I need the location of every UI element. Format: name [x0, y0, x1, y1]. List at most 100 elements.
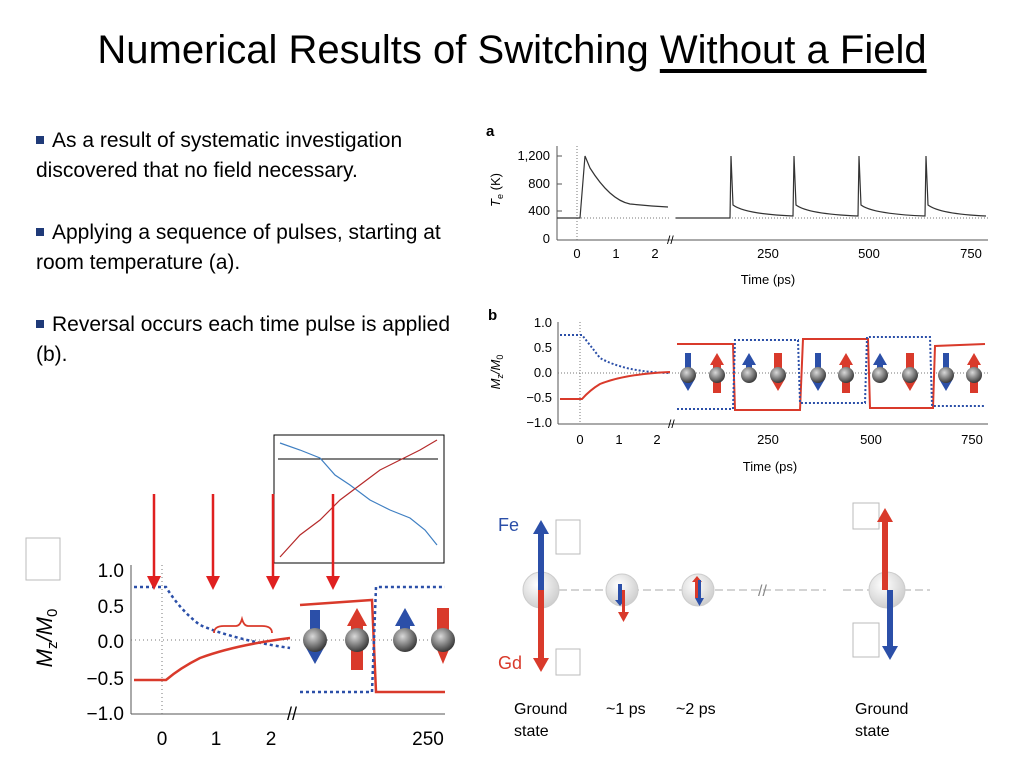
title-main: Numerical Results of Switching [97, 28, 660, 72]
placeholder-box [852, 622, 880, 658]
inset-fe-trace [279, 442, 438, 546]
placeholder-box [555, 519, 581, 555]
zoom-xtick: 1 [211, 729, 222, 750]
panel-b-xtick: 750 [961, 432, 983, 447]
bullet-square-icon [36, 320, 44, 328]
panel-a-label: a [486, 123, 495, 140]
pulse-arrow-icon [266, 494, 280, 590]
ylabel-main: M [32, 648, 57, 667]
bullet-item: Applying a sequence of pulses, starting … [36, 218, 456, 278]
inset-plot [273, 434, 445, 564]
panel-b-spin-icons [680, 353, 982, 393]
zoom-plot: Mz/M0 1.0 0.5 0.0 −0.5 −1.0 0 1 2 250 // [25, 494, 455, 750]
panel-a-ylabel: Te (K) [488, 173, 505, 207]
spin-up-icon [966, 353, 982, 393]
panel-a-xtick: 0 [573, 246, 580, 261]
zoom-xtick: 2 [266, 729, 277, 750]
spin-down-icon [810, 353, 826, 391]
schematic: Fe Gd // [498, 502, 930, 676]
zoom-ytick: 0.0 [98, 632, 124, 653]
gd-label: Gd [498, 653, 522, 673]
panel-a-xtick: 2 [651, 246, 658, 261]
spin-up-icon [393, 608, 417, 652]
bullet-list: As a result of systematic investigation … [36, 126, 456, 402]
stage-label: ~1 ps [606, 701, 646, 718]
pulse-arrow-icon [206, 494, 220, 590]
zoom-ytick: −0.5 [86, 669, 124, 690]
panel-a-xtick: 750 [960, 246, 982, 261]
bullet-item: As a result of systematic investigation … [36, 126, 456, 186]
bullet-square-icon [36, 228, 44, 236]
bullet-text: As a result of systematic investigation … [36, 129, 403, 182]
ylabel-sub2: 0 [44, 609, 61, 617]
panel-b-xtick: 2 [653, 432, 660, 447]
zoom-ytick: 0.5 [98, 597, 124, 618]
panel-b-xtick: 0 [576, 432, 583, 447]
ground-state-spin-icon [522, 520, 560, 672]
panel-b-ytick: 0.0 [534, 365, 552, 380]
ylabel-main: M [488, 378, 503, 389]
zoom-gd-trace [134, 636, 291, 682]
placeholder-box [25, 537, 61, 581]
zoom-ytick: 1.0 [98, 561, 124, 582]
ylabel-main: T [488, 198, 503, 207]
spin-down-icon [431, 608, 455, 664]
panel-b-xtick: 500 [860, 432, 882, 447]
ylabel-sub: e [495, 194, 505, 199]
panel-b-xtick: 1 [615, 432, 622, 447]
panel-b: b Mz/M0 1.0 0.5 0.0 −0.5 −1.0 [488, 307, 988, 474]
zoom-ylabel: Mz/M0 [32, 609, 61, 668]
slide-title: Numerical Results of Switching Without a… [0, 28, 1024, 73]
panel-b-fe-trace [560, 334, 671, 374]
spin-down-icon [938, 353, 954, 391]
spin-down-icon [680, 353, 696, 391]
panel-b-ytick: 1.0 [534, 315, 552, 330]
panel-b-xlabel: Time (ps) [743, 459, 797, 474]
zoom-fe-switching-trace [300, 585, 445, 694]
ylabel-sub: z [44, 641, 61, 649]
panel-b-label: b [488, 307, 497, 324]
pulse-arrows [147, 494, 340, 590]
spin-down-icon [303, 610, 327, 664]
stage-label: Ground state [514, 701, 568, 740]
bullet-item: Reversal occurs each time pulse is appli… [36, 310, 456, 370]
spin-up-icon [872, 353, 888, 383]
zoom-ytick: −1.0 [86, 704, 124, 725]
placeholder-box [555, 648, 581, 676]
placeholder-box [852, 502, 880, 530]
panel-a-ytick: 800 [528, 176, 550, 191]
panel-b-ylabel: Mz/M0 [488, 355, 505, 390]
axis-break-icon: // [667, 233, 674, 247]
panel-b-gd-trace [560, 371, 671, 400]
spin-up-icon [838, 353, 854, 393]
fe-label: Fe [498, 515, 519, 535]
panel-a-xtick: 1 [612, 246, 619, 261]
ylabel-sub: z [495, 374, 505, 379]
stage-label: ~2 ps [676, 701, 716, 718]
spin-up-icon [709, 353, 725, 393]
panel-b-xtick: 250 [757, 432, 779, 447]
panel-a-xtick: 500 [858, 246, 880, 261]
panel-a-ytick: 0 [543, 231, 550, 246]
panel-a-xlabel: Time (ps) [741, 272, 795, 287]
panel-b-ytick: −0.5 [526, 390, 552, 405]
axis-break-icon: // [668, 417, 675, 431]
axis-break-icon: // [758, 583, 767, 600]
panel-a-temperature-trace [557, 155, 669, 219]
panel-a-ytick: 1,200 [517, 148, 550, 163]
panel-a: a Te (K) 1,200 800 400 0 0 1 2 250 500 7… [486, 123, 988, 287]
ylabel-sub2: 0 [495, 355, 505, 360]
ylabel-tail: /M [488, 359, 503, 375]
zoom-xtick: 0 [157, 729, 168, 750]
bullet-text: Applying a sequence of pulses, starting … [36, 221, 441, 274]
panel-a-ytick: 400 [528, 203, 550, 218]
two-ps-spin-icon [681, 573, 715, 607]
title-underlined: Without a Field [659, 28, 927, 72]
one-ps-spin-icon [605, 573, 639, 622]
zoom-gd-switching-trace [299, 598, 445, 694]
bullet-square-icon [36, 136, 44, 144]
spin-up-icon [741, 353, 757, 383]
spin-up-icon [345, 608, 369, 670]
panel-a-pulse-trace [676, 155, 987, 219]
